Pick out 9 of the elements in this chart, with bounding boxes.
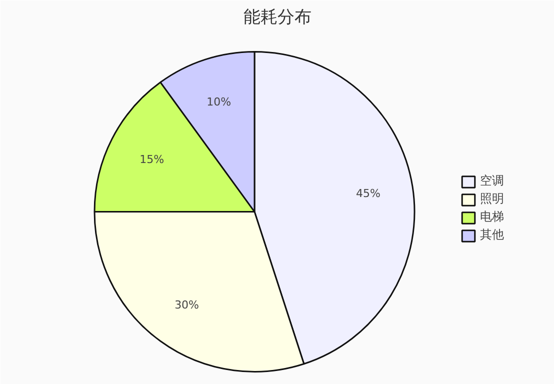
- legend-label: 照明: [480, 190, 504, 208]
- data-label: 45%: [356, 187, 381, 200]
- data-label: 30%: [174, 298, 200, 312]
- chart-title: 能耗分布: [244, 8, 312, 28]
- legend-label: 空调: [480, 172, 504, 190]
- data-label: 15%: [140, 152, 164, 166]
- data-label: 10%: [206, 96, 232, 109]
- legend-label: 电梯: [480, 208, 504, 226]
- legend-label: 其他: [480, 226, 504, 244]
